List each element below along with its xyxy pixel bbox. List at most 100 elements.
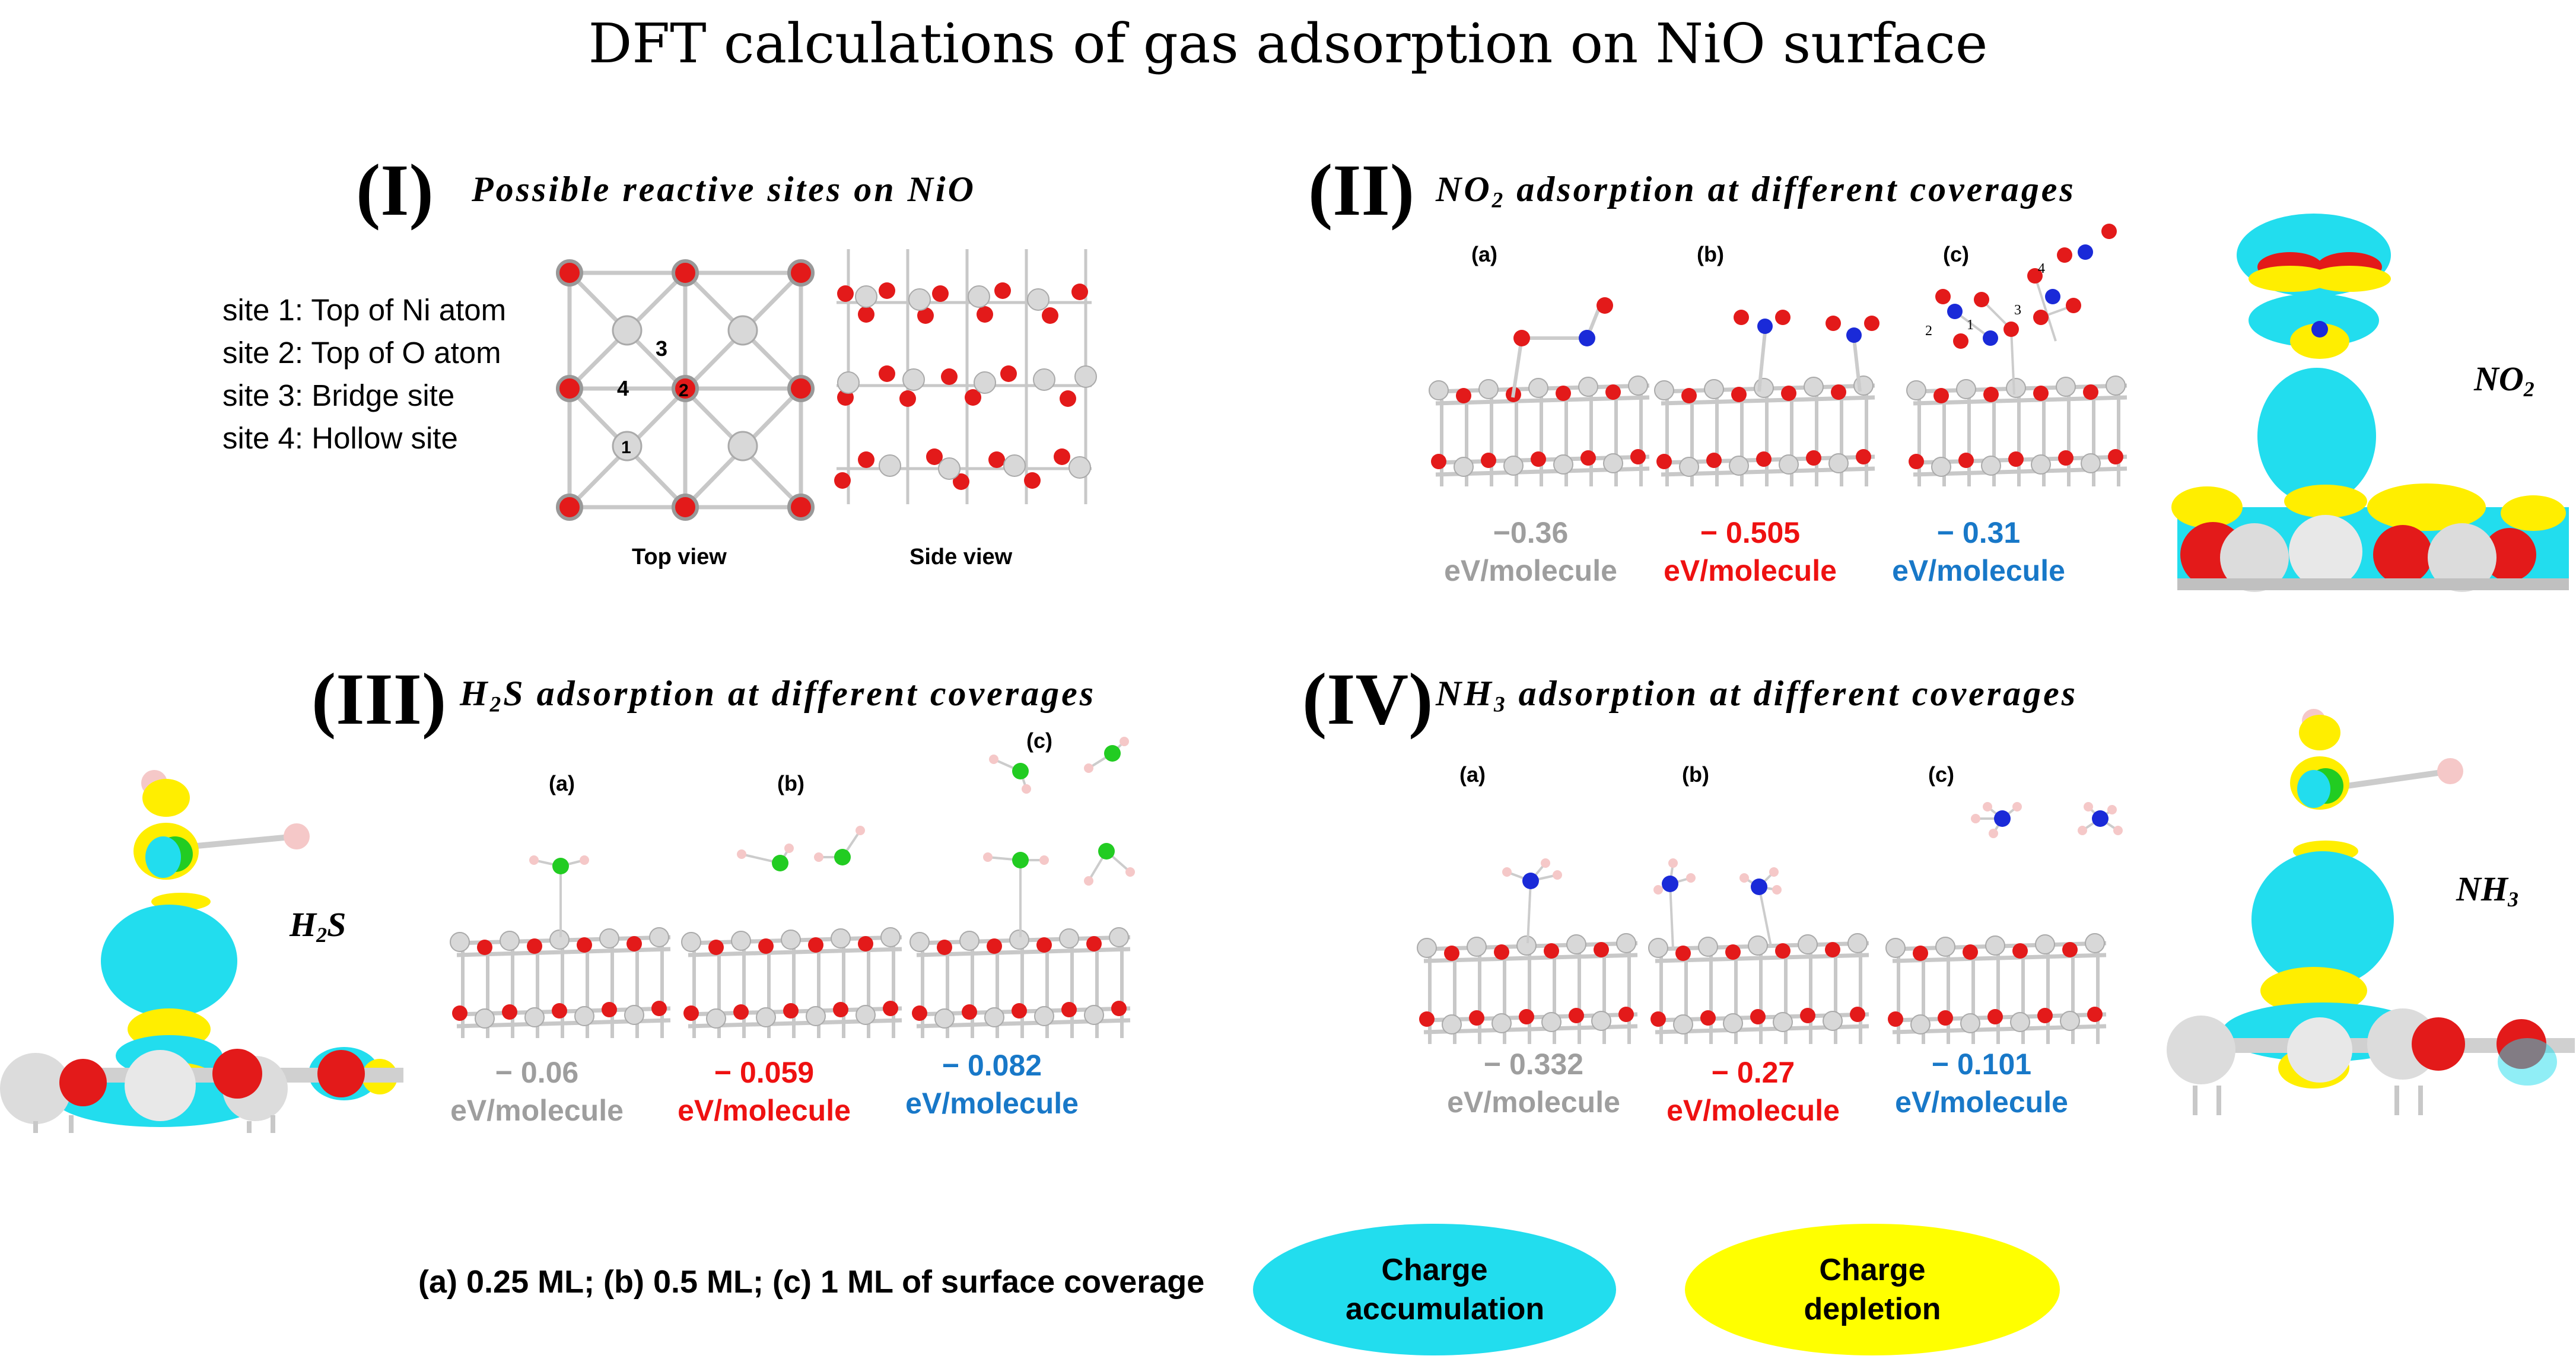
site-number-2: 2 (679, 381, 689, 400)
no2-energy-c: − 0.31 eV/molecule (1892, 516, 2065, 587)
nio-top-view: 3 4 2 1 (556, 259, 815, 521)
ni-atom (1442, 1014, 1462, 1035)
o-atom (2008, 451, 2024, 467)
o-atom (1675, 946, 1691, 961)
o-atom (1111, 1001, 1127, 1016)
h2s-slab-c (909, 737, 1135, 1038)
no2-c-number-4: 4 (2038, 261, 2045, 276)
ni-atom (1603, 453, 1623, 473)
o-atom (2058, 450, 2073, 466)
charge-depletion-legend: Charge depletion (1685, 1224, 2060, 1355)
nio-side-view (834, 249, 1097, 504)
ni-atom (880, 927, 901, 947)
section-2-title: NO2 adsorption at different coverages (1436, 170, 2076, 213)
o-atom (1681, 388, 1697, 403)
ni-atom (574, 1006, 594, 1026)
ni-atom (1454, 457, 1474, 477)
o-atom (502, 1004, 517, 1020)
ni-atom (856, 1005, 876, 1025)
o-atom (1825, 942, 1840, 957)
ni-atom (1591, 1011, 1611, 1031)
ni-atom (2056, 377, 2076, 397)
ni-atom (1578, 377, 1598, 397)
o-atom (1725, 944, 1741, 960)
o-atom (1806, 450, 1821, 466)
ni-atom (2010, 1012, 2030, 1032)
ni-atom (1648, 938, 1668, 958)
ni-atom (1553, 454, 1573, 475)
ni-atom (984, 1007, 1004, 1027)
o-atom (1850, 1007, 1865, 1022)
ni-atom (1516, 935, 1537, 956)
ni-atom (1478, 379, 1499, 399)
ni-atom (1491, 1013, 1512, 1033)
o-atom (1519, 1009, 1534, 1024)
no2-molecule-label: NO2 (2474, 359, 2534, 402)
ni-atom (959, 931, 979, 951)
o-atom (1012, 1003, 1027, 1019)
o-atom (1494, 944, 1509, 960)
o-atom (1569, 1008, 1584, 1023)
o-atom (808, 937, 823, 953)
o-atom (1856, 449, 1871, 464)
section-3-title: H2S adsorption at different coverages (460, 674, 1096, 717)
nh3-energy-c: − 0.101 eV/molecule (1895, 1048, 2068, 1119)
o-atom (1456, 388, 1471, 403)
ni-atom (1773, 1012, 1793, 1032)
o-atom (602, 1002, 617, 1017)
site-2-label: site 2: Top of O atom (222, 336, 501, 370)
section-2-panel-b-label: (b) (1697, 242, 1724, 266)
o-atom (2012, 943, 2028, 959)
ni-atom (2060, 1011, 2080, 1031)
ni-atom (1798, 934, 1818, 954)
coverage-legend: (a) 0.25 ML; (b) 0.5 ML; (c) 1 ML of sur… (418, 1264, 1205, 1300)
o-atom (1781, 386, 1796, 401)
ni-atom (2031, 454, 2051, 475)
section-3-panel-c-label: (c) (1026, 728, 1052, 753)
h2s-molecule-label: H2S (290, 905, 346, 947)
o-atom (1036, 937, 1052, 953)
o-atom (452, 1005, 468, 1021)
ni-atom (806, 1006, 826, 1026)
ni-atom (624, 1005, 644, 1025)
no2-energy-b: − 0.505 eV/molecule (1664, 516, 1837, 587)
o-atom (708, 940, 724, 955)
section-3-panel-a-label: (a) (549, 771, 575, 795)
h2s-slab-a (450, 855, 671, 1038)
o-atom (1987, 1009, 2003, 1024)
section-1-numeral: (I) (356, 149, 434, 231)
ni-atom (1956, 379, 1976, 399)
o-atom (2108, 449, 2123, 464)
o-atom (1933, 388, 1949, 403)
no2-c-number-1: 1 (1967, 317, 1974, 333)
o-atom (683, 1005, 699, 1021)
nh3-charge-density (2167, 709, 2575, 1115)
ni-atom (1429, 380, 1449, 400)
o-atom (1888, 1011, 1903, 1027)
ni-atom (1698, 937, 1718, 957)
o-atom (1086, 936, 1102, 951)
no2-slab-b (1654, 310, 1879, 486)
ni-atom (475, 1008, 495, 1029)
site-number-3: 3 (656, 336, 667, 361)
ni-atom (599, 928, 619, 949)
ni-atom (1679, 457, 1699, 477)
section-4-panel-b-label: (b) (1682, 762, 1709, 787)
ni-atom (1804, 377, 1824, 397)
ni-atom (524, 1007, 545, 1027)
no2-slab-a (1429, 297, 1650, 486)
ni-atom (909, 932, 930, 952)
ni-atom (1779, 454, 1799, 475)
nh3-slab-b (1648, 858, 1869, 1044)
o-atom (1958, 453, 1974, 468)
ni-atom (1885, 938, 1906, 958)
ni-atom (1528, 378, 1548, 398)
section-2-panel-a-label: (a) (1471, 242, 1497, 266)
ni-atom (1109, 927, 1129, 947)
ni-atom (1748, 935, 1768, 956)
o-atom (783, 1003, 799, 1019)
o-atom (987, 938, 1002, 954)
section-2-numeral: (II) (1308, 149, 1415, 231)
h2s-slab-b (681, 826, 902, 1038)
nh3-slab-c (1885, 802, 2123, 1044)
